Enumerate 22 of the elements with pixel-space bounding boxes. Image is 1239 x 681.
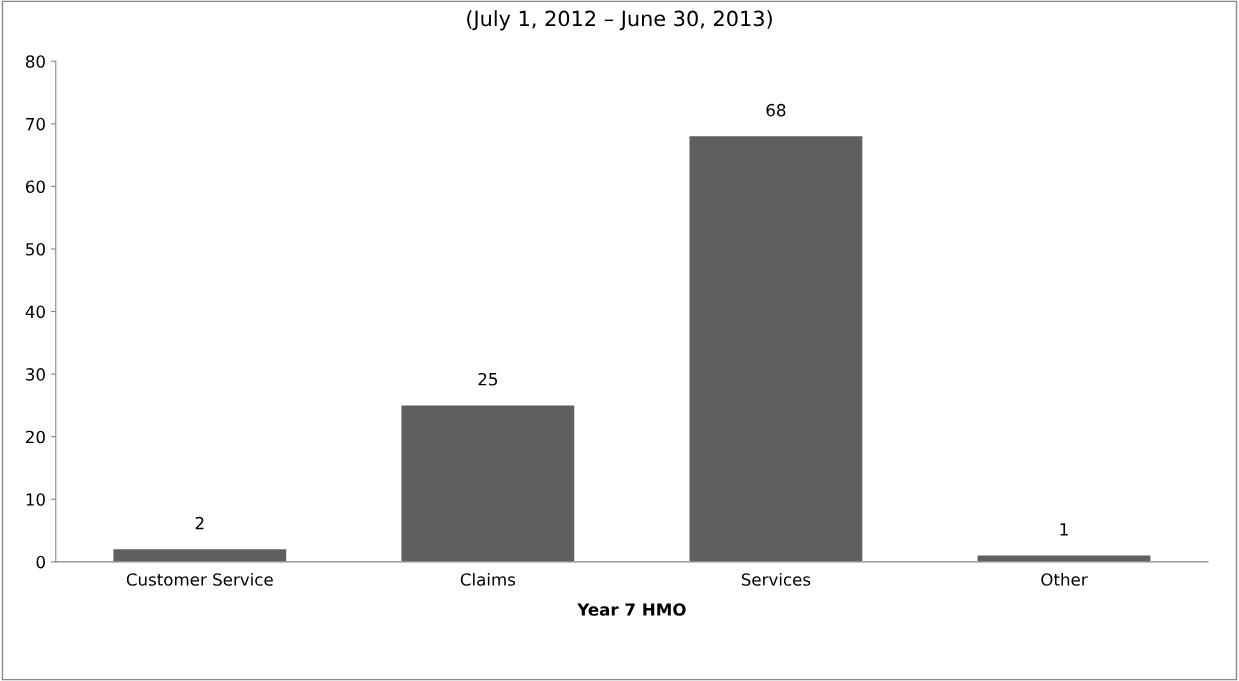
y-tick-label: 20 <box>26 430 45 444</box>
y-tick-label: 70 <box>26 117 45 131</box>
x-tick-label: Other <box>1041 572 1088 586</box>
data-label: 68 <box>766 103 786 117</box>
y-tick-label: 10 <box>26 493 45 506</box>
x-tick-label: Claims <box>460 572 516 586</box>
y-tick-label: 30 <box>26 368 45 381</box>
x-tick-label: Services <box>741 572 811 586</box>
chart-subtitle: (July 1, 2012 – June 30, 2013) <box>467 10 772 31</box>
bar <box>113 549 287 562</box>
x-tick-label: Customer Service <box>126 572 273 586</box>
data-label: 1 <box>1060 523 1068 536</box>
bar <box>689 136 863 562</box>
data-label: 25 <box>478 372 497 386</box>
y-tick-label: 50 <box>26 242 45 256</box>
bar <box>401 405 575 562</box>
y-tick-label: 60 <box>25 180 45 193</box>
y-tick-label: 0 <box>36 555 45 569</box>
x-axis-title: Year 7 HMO <box>577 603 686 616</box>
data-label: 2 <box>195 516 204 530</box>
y-tick-label: 80 <box>25 55 45 68</box>
y-tick-label: 40 <box>25 305 45 319</box>
